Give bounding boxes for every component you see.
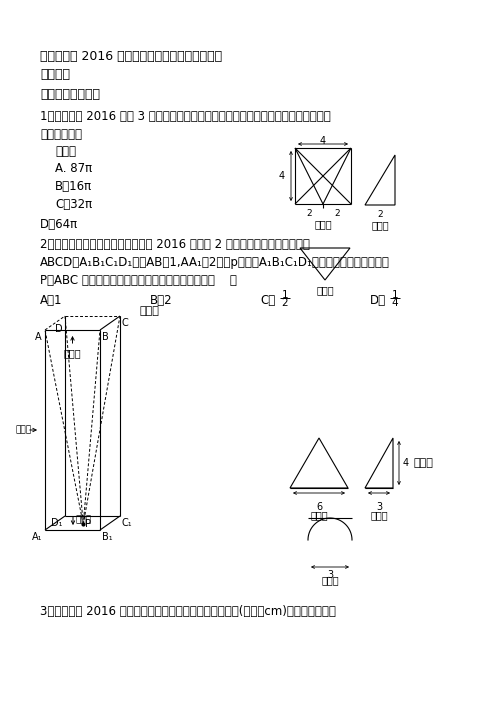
Text: 4: 4 [392, 298, 398, 308]
Text: 体外接球的表: 体外接球的表 [40, 128, 82, 141]
Text: 立体几何: 立体几何 [40, 68, 70, 81]
Text: 2: 2 [334, 209, 340, 218]
Text: 湖北省各地 2016 届高三最新数学文试题分类汇编: 湖北省各地 2016 届高三最新数学文试题分类汇编 [40, 50, 222, 63]
Text: D₁: D₁ [52, 518, 63, 528]
Text: C．32π: C．32π [55, 198, 92, 211]
Text: A₁: A₁ [32, 532, 42, 542]
Text: B．2: B．2 [150, 294, 173, 307]
Text: 1: 1 [282, 290, 288, 300]
Text: 侧视图: 侧视图 [370, 510, 388, 520]
Text: 3、（荆门市 2016 届高三元月调考）若某几何体的三视图(单位：cm)如右上图所示，: 3、（荆门市 2016 届高三元月调考）若某几何体的三视图(单位：cm)如右上图… [40, 605, 336, 618]
Text: 俯视图: 俯视图 [316, 285, 334, 295]
Text: C₁: C₁ [122, 518, 132, 528]
Text: 左视图: 左视图 [371, 220, 389, 230]
Text: 正视图: 正视图 [310, 510, 328, 520]
Text: 4: 4 [279, 171, 285, 181]
Text: B: B [102, 332, 109, 342]
Text: ABCD－A₁B₁C₁D₁中，AB＝1,AA₁＝2，点p是平面A₁B₁C₁D₁内的一个动点，则三棱锥: ABCD－A₁B₁C₁D₁中，AB＝1,AA₁＝2，点p是平面A₁B₁C₁D₁内… [40, 256, 390, 269]
Text: 俯视图: 俯视图 [321, 575, 339, 585]
Text: A．1: A．1 [40, 294, 62, 307]
Text: 第３题: 第３题 [413, 458, 433, 468]
Text: 2: 2 [377, 210, 383, 219]
Text: P－ABC 的正视图与俯视图的面积之比的最大值为（    ）: P－ABC 的正视图与俯视图的面积之比的最大值为（ ） [40, 274, 237, 287]
Text: A: A [35, 332, 42, 342]
Text: P: P [85, 519, 91, 529]
Text: B₁: B₁ [102, 532, 113, 542]
Text: 6: 6 [316, 502, 322, 512]
Text: 俯视图: 俯视图 [76, 515, 92, 524]
Text: D．64π: D．64π [40, 218, 78, 231]
Text: D．: D． [370, 294, 386, 307]
Text: 1: 1 [392, 290, 398, 300]
Text: 2: 2 [282, 298, 288, 308]
Text: D: D [56, 324, 63, 334]
Text: C: C [122, 318, 129, 328]
Text: 2、（荆、荆、襄、宜四地七校联盟 2016 届高三 2 月联考）如图，在正四棱柱: 2、（荆、荆、襄、宜四地七校联盟 2016 届高三 2 月联考）如图，在正四棱柱 [40, 238, 310, 251]
Text: 2: 2 [306, 209, 312, 218]
Text: 第２题: 第２题 [140, 306, 160, 316]
Text: B．16π: B．16π [55, 180, 92, 193]
Text: 主视图: 主视图 [314, 219, 332, 229]
Text: 3: 3 [327, 570, 333, 580]
Text: A. 87π: A. 87π [55, 162, 92, 175]
Text: C．: C． [260, 294, 275, 307]
Text: 面积为: 面积为 [55, 145, 76, 158]
Text: 4: 4 [403, 458, 409, 468]
Text: 1、（吉冈市 2016 高三 3 月质量检测）如图所示是一个几何体的三视图，则这个几何: 1、（吉冈市 2016 高三 3 月质量检测）如图所示是一个几何体的三视图，则这… [40, 110, 331, 123]
Text: 一、选择、填空题: 一、选择、填空题 [40, 88, 100, 101]
Text: 3: 3 [376, 502, 382, 512]
Text: 正视图: 正视图 [63, 348, 81, 358]
Text: 侧视图: 侧视图 [15, 425, 31, 434]
Text: 4: 4 [320, 136, 326, 146]
